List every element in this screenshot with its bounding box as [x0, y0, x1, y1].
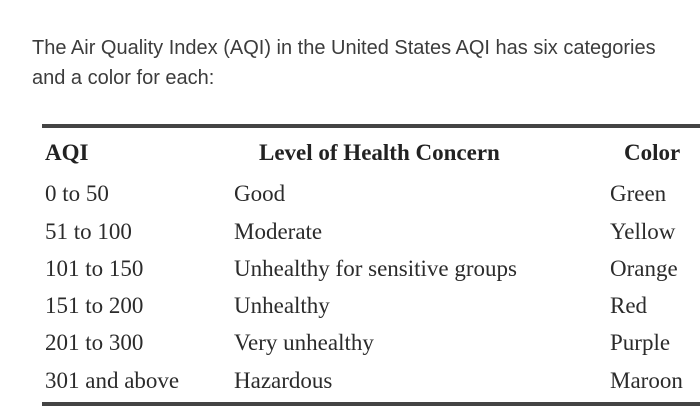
cell-color: Red	[610, 293, 648, 318]
cell-level: Unhealthy for sensitive groups	[234, 256, 517, 281]
cell-aqi: 0 to 50	[45, 181, 109, 206]
table-row: 201 to 300 Very unhealthy Purple	[42, 324, 700, 361]
cell-level: Unhealthy	[234, 293, 330, 318]
cell-aqi: 51 to 100	[45, 219, 132, 244]
table-bottom-rule	[42, 402, 700, 406]
table-row: 301 and above Hazardous Maroon	[42, 362, 700, 399]
cell-level: Moderate	[234, 219, 323, 244]
cell-color: Yellow	[610, 219, 676, 244]
cell-aqi: 101 to 150	[45, 256, 144, 281]
table-header-row: AQI Level of Health Concern Color	[42, 134, 700, 171]
table-row: 151 to 200 Unhealthy Red	[42, 287, 700, 324]
cell-level: Hazardous	[234, 368, 333, 393]
cell-color: Orange	[610, 256, 678, 281]
cell-color: Maroon	[610, 368, 683, 393]
cell-level: Very unhealthy	[234, 330, 374, 355]
cell-aqi: 151 to 200	[45, 293, 144, 318]
table-row: 0 to 50 Good Green	[42, 175, 700, 212]
cell-color: Purple	[610, 330, 671, 355]
cell-color: Green	[610, 181, 667, 206]
cell-aqi: 301 and above	[45, 368, 180, 393]
header-level-of-health-concern: Level of Health Concern	[259, 140, 500, 165]
table-top-rule	[42, 124, 700, 128]
cell-level: Good	[234, 181, 286, 206]
intro-paragraph: The Air Quality Index (AQI) in the Unite…	[32, 37, 656, 89]
cell-aqi: 201 to 300	[45, 330, 144, 355]
table-row: 101 to 150 Unhealthy for sensitive group…	[42, 250, 700, 287]
table-row: 51 to 100 Moderate Yellow	[42, 213, 700, 250]
header-color: Color	[624, 140, 681, 165]
header-aqi: AQI	[45, 140, 89, 165]
